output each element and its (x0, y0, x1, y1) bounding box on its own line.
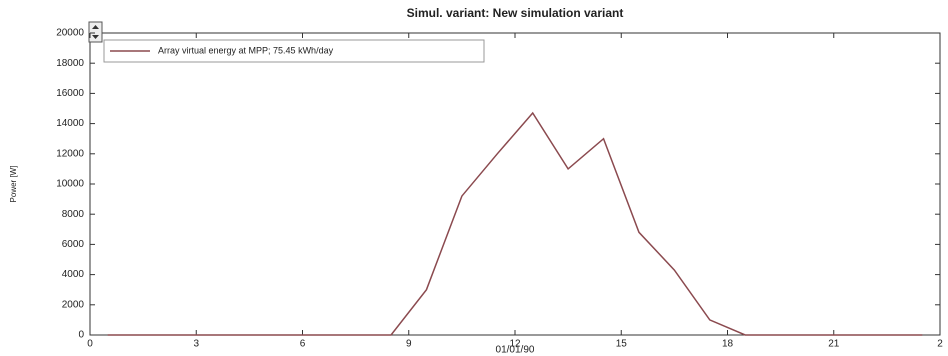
x-tick-label: 2 (937, 339, 943, 350)
x-tick-label: 6 (300, 339, 306, 350)
spin-arrows (92, 25, 99, 39)
y-tick-label: 6000 (62, 239, 85, 250)
data-line (107, 111, 923, 336)
legend-label: Array virtual energy at MPP; 75.45 kWh/d… (158, 45, 334, 55)
chart-title: Simul. variant: New simulation variant (407, 6, 624, 20)
y-tick-label: 0 (78, 330, 84, 341)
x-tick-label: 3 (193, 339, 199, 350)
y-tick-label: 8000 (62, 209, 85, 220)
y-tick-label: 4000 (62, 269, 85, 280)
y-tick-label: 16000 (56, 88, 84, 99)
y-tick-label: 2000 (62, 299, 85, 310)
y-tick-label: 18000 (56, 58, 84, 69)
spin-control[interactable] (88, 21, 103, 43)
y-tick-label: 14000 (56, 118, 84, 129)
y-axis-label: Power [W] (9, 166, 18, 203)
x-tick-label: 9 (406, 339, 412, 350)
x-tick-label: 18 (722, 339, 734, 350)
y-tick-label: 12000 (56, 148, 84, 159)
x-tick-label: 12 (509, 339, 521, 350)
legend (103, 39, 485, 63)
x-axis-label: 01/01/90 (496, 345, 535, 356)
y-tick-label: 20000 (56, 28, 84, 39)
y-tick-label: 10000 (56, 179, 84, 190)
x-tick-label: 0 (87, 339, 93, 350)
x-tick-label: 15 (616, 339, 628, 350)
plot-frame (89, 32, 941, 336)
x-tick-label: 21 (828, 339, 840, 350)
